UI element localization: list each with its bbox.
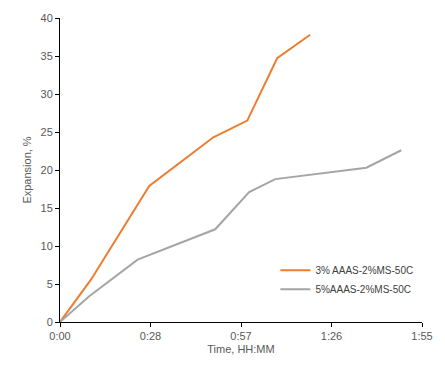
svg-text:1:26: 1:26 <box>321 330 342 342</box>
svg-text:5: 5 <box>47 278 53 290</box>
svg-text:40: 40 <box>41 12 53 24</box>
svg-text:15: 15 <box>41 202 53 214</box>
svg-text:1:55: 1:55 <box>411 330 432 342</box>
svg-text:10: 10 <box>41 240 53 252</box>
svg-text:20: 20 <box>41 164 53 176</box>
svg-text:Time, HH:MM: Time, HH:MM <box>207 343 274 355</box>
svg-text:0:00: 0:00 <box>49 330 70 342</box>
svg-text:0:57: 0:57 <box>230 330 251 342</box>
svg-text:Expansion, %: Expansion, % <box>21 136 33 203</box>
svg-text:0: 0 <box>47 316 53 328</box>
svg-text:3% AAAS-2%MS-50C: 3% AAAS-2%MS-50C <box>315 265 413 276</box>
svg-text:35: 35 <box>41 50 53 62</box>
svg-text:0:28: 0:28 <box>140 330 161 342</box>
svg-text:30: 30 <box>41 88 53 100</box>
svg-text:5%AAAS-2%MS-50C: 5%AAAS-2%MS-50C <box>315 284 411 295</box>
svg-text:25: 25 <box>41 126 53 138</box>
